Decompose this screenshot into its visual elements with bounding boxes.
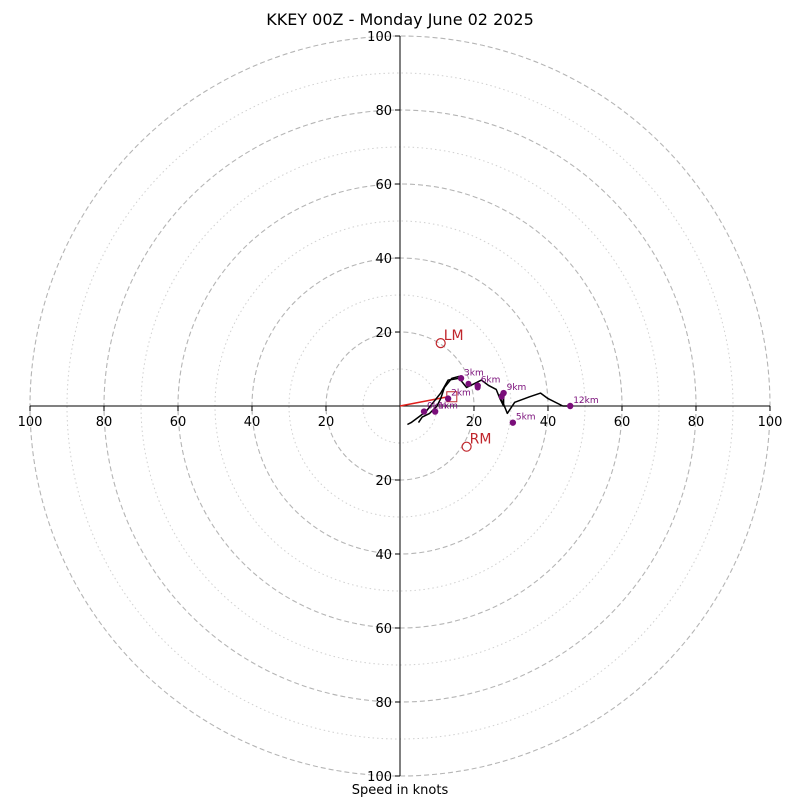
- storm-motion-label: RM: [470, 432, 492, 448]
- x-tick-label: 40: [540, 415, 557, 430]
- x-tick-label: 100: [18, 415, 43, 430]
- height-label: 9km: [507, 383, 527, 393]
- y-tick-label: 100: [367, 30, 392, 45]
- x-tick-label: 40: [244, 415, 261, 430]
- storm-motion-marker: [461, 441, 472, 452]
- height-label: 12km: [573, 396, 598, 406]
- x-tick-label: 80: [688, 415, 705, 430]
- height-marker: [567, 402, 574, 410]
- height-marker: [444, 395, 452, 402]
- hodograph-trace-secondary: [417, 375, 460, 424]
- x-tick-label: 60: [170, 415, 187, 430]
- height-marker: [500, 389, 507, 397]
- x-axis-label: Speed in knots: [351, 783, 449, 798]
- height-label: 5km: [516, 413, 536, 423]
- height-marker: [474, 382, 481, 389]
- height-marker: [420, 408, 428, 415]
- height-marker: [457, 375, 465, 382]
- y-tick-label: 20: [375, 326, 392, 341]
- y-tick-label: 80: [375, 696, 392, 711]
- x-tick-label: 100: [758, 415, 783, 430]
- y-tick-label: 40: [375, 548, 392, 563]
- height-marker: [431, 408, 439, 415]
- height-marker: [509, 419, 517, 426]
- y-tick-label: 40: [375, 252, 392, 267]
- y-tick-label: 60: [375, 178, 392, 193]
- height-label: 3km: [464, 368, 484, 378]
- storm-motion-marker: [435, 338, 446, 349]
- x-tick-label: 60: [614, 415, 631, 430]
- storm-motion-label: LM: [444, 328, 464, 344]
- height-label: 2km: [451, 389, 471, 399]
- y-tick-label: 100: [367, 770, 392, 785]
- y-tick-label: 60: [375, 622, 392, 637]
- chart-title: KKEY 00Z - Monday June 02 2025: [266, 10, 534, 29]
- height-label: 6km: [481, 376, 501, 386]
- hodograph-trace: [407, 377, 571, 426]
- height-label: 0km: [427, 402, 447, 412]
- y-tick-label: 80: [375, 104, 392, 119]
- height-label: 1km: [438, 402, 458, 412]
- hodograph-point: [465, 380, 472, 387]
- x-tick-label: 80: [96, 415, 113, 430]
- x-tick-label: 20: [318, 415, 335, 430]
- y-tick-label: 20: [375, 474, 392, 489]
- x-tick-label: 20: [466, 415, 483, 430]
